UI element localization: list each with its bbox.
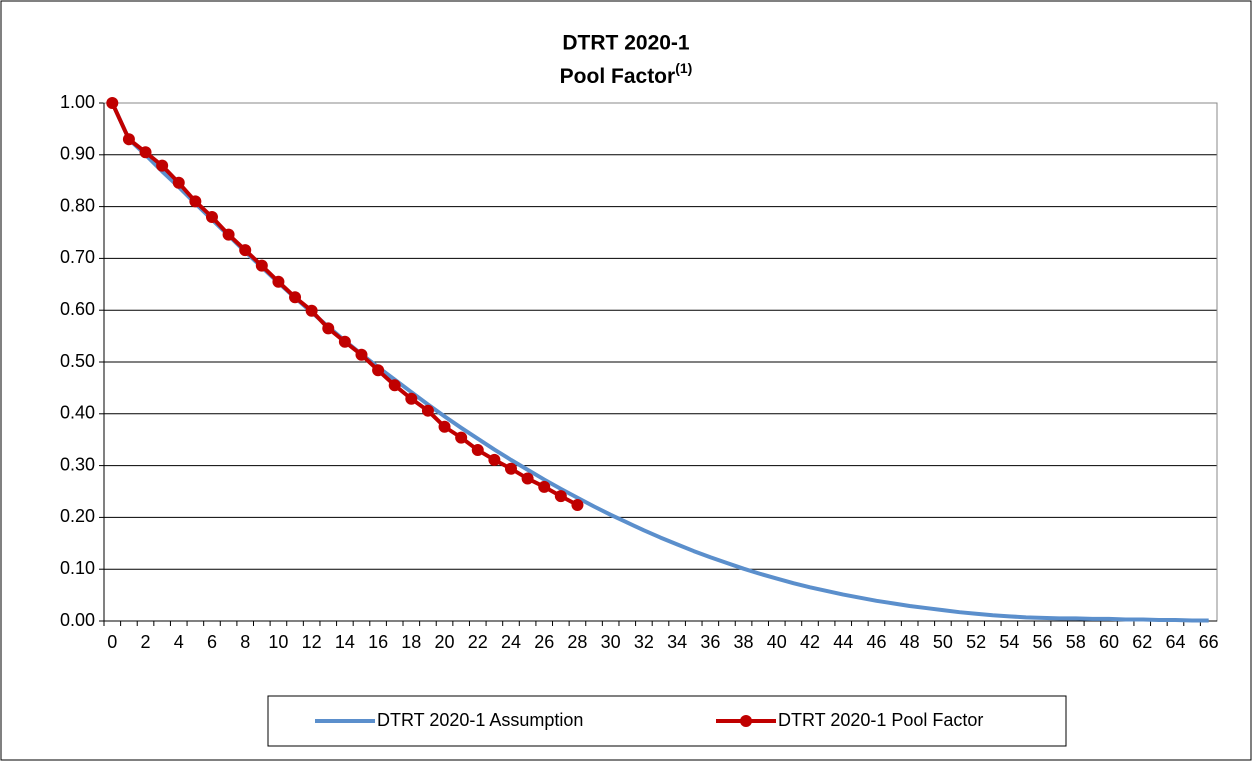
x-tick-label: 24 [501,632,521,652]
series-marker [455,431,468,444]
x-tick-label: 4 [174,632,184,652]
legend-marker [740,715,752,727]
y-tick-label: 0.00 [60,610,95,630]
series-marker [488,453,501,466]
x-tick-label: 38 [734,632,754,652]
y-tick-label: 0.60 [60,299,95,319]
series-marker [239,244,252,257]
chart-subtitle: Pool Factor(1) [560,60,693,88]
y-tick-label: 0.90 [60,144,95,164]
series-marker [554,490,567,503]
x-tick-label: 34 [667,632,687,652]
x-tick-label: 50 [933,632,953,652]
x-tick-label: 44 [833,632,853,652]
y-tick-label: 0.70 [60,247,95,267]
x-tick-label: 6 [207,632,217,652]
series-marker [172,176,185,189]
x-tick-label: 62 [1132,632,1152,652]
x-tick-label: 30 [601,632,621,652]
series-marker [355,348,368,361]
series-marker [438,420,451,433]
x-tick-label: 22 [468,632,488,652]
y-tick-label: 0.10 [60,558,95,578]
x-tick-label: 32 [634,632,654,652]
y-tick-label: 1.00 [60,92,95,112]
series-marker [571,498,584,511]
subtitle-text: Pool Factor [560,65,676,88]
x-tick-label: 20 [435,632,455,652]
x-tick-label: 36 [700,632,720,652]
series-marker [405,392,418,405]
series-marker [289,291,302,304]
x-tick-label: 40 [767,632,787,652]
series-marker [122,133,135,146]
x-tick-label: 0 [107,632,117,652]
x-tick-label: 28 [567,632,587,652]
x-tick-label: 8 [240,632,250,652]
series-marker [139,146,152,159]
series-marker [222,228,235,241]
legend: DTRT 2020-1 Assumption DTRT 2020-1 Pool F… [267,695,1067,747]
series-marker [322,322,335,335]
y-tick-label: 0.40 [60,403,95,423]
x-tick-label: 46 [866,632,886,652]
x-tick-label: 52 [966,632,986,652]
x-tick-label: 60 [1099,632,1119,652]
legend-label: DTRT 2020-1 Pool Factor [778,710,983,730]
x-tick-label: 58 [1066,632,1086,652]
series-marker [338,335,351,348]
y-tick-label: 0.30 [60,454,95,474]
series-marker [521,472,534,485]
legend-label: DTRT 2020-1 Assumption [377,710,583,730]
series-marker [106,97,119,109]
series-marker [305,304,318,317]
subtitle-note: (1) [675,60,692,76]
series-marker [255,259,268,272]
series-marker [421,404,434,417]
x-tick-label: 64 [1165,632,1185,652]
series-marker [388,379,401,392]
x-tick-label: 66 [1199,632,1219,652]
x-tick-label: 2 [141,632,151,652]
x-tick-label: 48 [900,632,920,652]
x-tick-label: 18 [401,632,421,652]
series-marker [189,195,202,208]
y-tick-label: 0.50 [60,351,95,371]
y-tick-label: 0.20 [60,506,95,526]
chart-title: DTRT 2020-1 [562,32,690,55]
x-tick-label: 26 [534,632,554,652]
series-marker [205,210,218,223]
x-tick-label: 10 [268,632,288,652]
x-tick-label: 42 [800,632,820,652]
x-tick-label: 12 [302,632,322,652]
series-marker [504,462,517,475]
series-marker [156,159,169,172]
x-tick-label: 54 [999,632,1019,652]
series-marker [372,364,385,377]
series-marker [272,275,285,288]
x-tick-label: 16 [368,632,388,652]
legend-frame [267,695,1067,747]
y-tick-label: 0.80 [60,195,95,215]
x-tick-label: 14 [335,632,355,652]
series-marker [471,444,484,457]
x-tick-label: 56 [1033,632,1053,652]
series-marker [538,480,551,493]
